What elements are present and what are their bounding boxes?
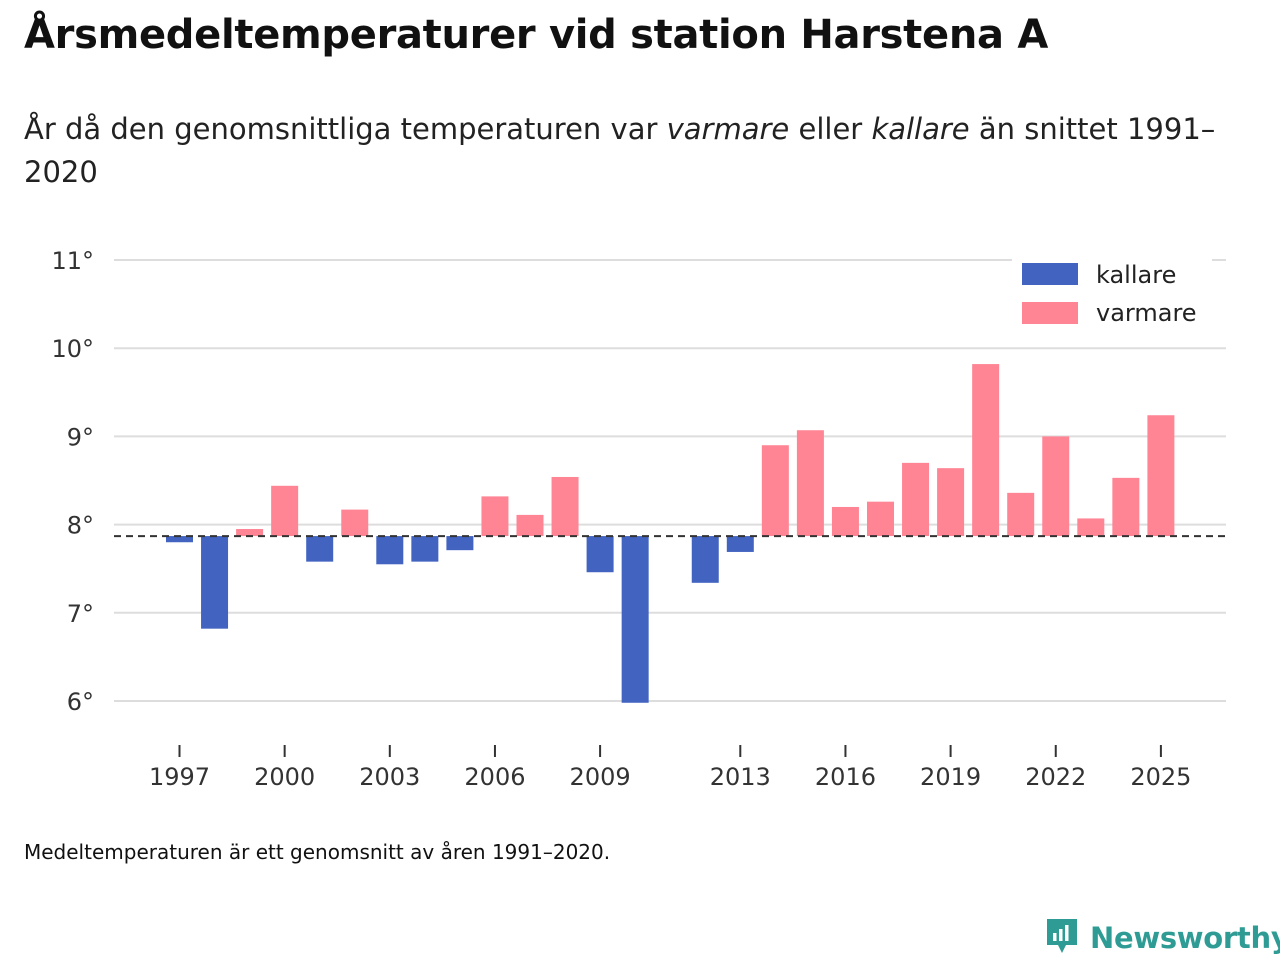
y-tick-label: 7° — [67, 600, 94, 628]
bar-2018 — [902, 462, 930, 537]
x-tick-label: 2006 — [464, 763, 525, 791]
bar-2000 — [271, 485, 299, 537]
y-tick-label: 11° — [51, 247, 94, 275]
bar-2002 — [341, 509, 369, 537]
x-tick-label: 2019 — [920, 763, 981, 791]
bar-2008 — [551, 476, 579, 537]
bar-2025 — [1147, 415, 1175, 537]
y-tick-label: 8° — [67, 512, 94, 540]
subtitle-part-1: År då den genomsnittliga temperaturen va… — [24, 112, 667, 146]
bar-2005 — [446, 536, 474, 551]
bar-1998 — [201, 536, 229, 629]
bar-2023 — [1077, 518, 1105, 537]
bar-2014 — [761, 445, 789, 537]
bar-2010 — [621, 536, 649, 703]
bar-2017 — [867, 501, 894, 537]
newsworthy-logo-icon — [1044, 916, 1080, 960]
x-tick-label: 2000 — [254, 763, 315, 791]
bar-1997 — [166, 536, 193, 543]
brand-name: Newsworthy — [1090, 921, 1280, 955]
y-tick-label: 6° — [67, 688, 94, 716]
bar-2024 — [1112, 477, 1140, 537]
legend: kallare varmare — [1012, 254, 1212, 336]
chart-subtitle: År då den genomsnittliga temperaturen va… — [24, 108, 1224, 194]
chart-title: Årsmedeltemperaturer vid station Harsten… — [24, 12, 1048, 58]
subtitle-part-3: än snittet 1991–2020 — [24, 112, 1216, 189]
bar-2015 — [796, 430, 824, 537]
subtitle-part-2: eller — [789, 112, 872, 146]
brand[interactable]: Newsworthy — [1044, 916, 1280, 960]
legend-label-kallare: kallare — [1096, 261, 1176, 289]
bar-1999 — [236, 529, 264, 537]
axis-layer: 1997 2000 2003 2006 2009 2013 2016 2019 2022 2025 — [149, 745, 1191, 791]
bar-2001 — [306, 536, 334, 562]
bar-2021 — [1007, 492, 1035, 537]
x-tick-label: 2003 — [359, 763, 420, 791]
bar-2003 — [376, 536, 404, 565]
bar-2016 — [831, 506, 859, 537]
bar-layer — [114, 364, 1226, 703]
bar-2007 — [516, 514, 544, 537]
x-tick-label: 2009 — [570, 763, 631, 791]
bar-2009 — [586, 536, 614, 573]
bar-2019 — [937, 468, 965, 537]
y-tick-label: 10° — [51, 335, 94, 363]
bar-2022 — [1042, 436, 1070, 537]
subtitle-cold-word: kallare — [871, 112, 970, 146]
bar-2006 — [481, 496, 509, 537]
legend-swatch-varmare — [1022, 302, 1078, 324]
legend-label-varmare: varmare — [1096, 299, 1197, 327]
subtitle-warm-word: varmare — [666, 112, 790, 146]
bar-chart: 6° 7° 8° 9° 10° 11° 1997 2000 2003 2006 2009 2013 2… — [51, 247, 1226, 791]
x-tick-label: 2022 — [1025, 763, 1086, 791]
footnote: Medeltemperaturen är ett genomsnitt av å… — [24, 840, 611, 864]
x-tick-label: 1997 — [149, 763, 210, 791]
y-tick-label: 9° — [67, 423, 94, 451]
legend-swatch-kallare — [1022, 263, 1078, 285]
bar-2012 — [691, 536, 719, 583]
bar-2013 — [726, 536, 754, 552]
grid-layer: 6° 7° 8° 9° 10° 11° — [51, 247, 1226, 716]
bar-2020 — [972, 364, 1000, 537]
x-tick-label: 2013 — [710, 763, 771, 791]
x-tick-label: 2025 — [1130, 763, 1191, 791]
bar-2004 — [411, 536, 439, 562]
x-tick-label: 2016 — [815, 763, 876, 791]
